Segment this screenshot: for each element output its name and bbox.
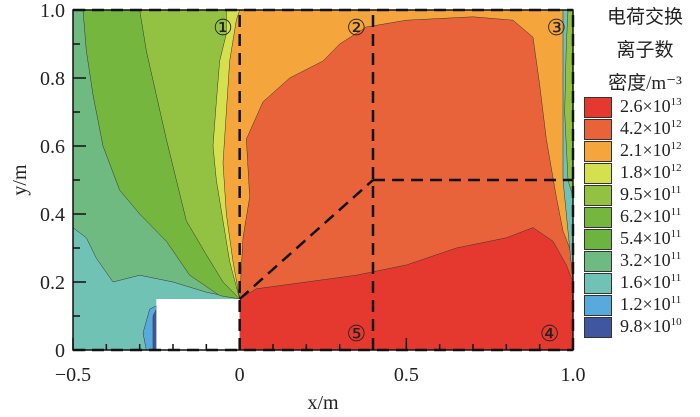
- legend-entry: 3.2×1011: [584, 250, 700, 272]
- legend-swatch: [584, 163, 612, 184]
- legend-mantissa: 4.2×10: [620, 118, 671, 138]
- contour-level-9.8e10: [152, 309, 157, 351]
- y-tick-label: 0.4: [40, 204, 65, 226]
- legend-swatch: [584, 141, 612, 162]
- legend-entry: 1.8×1012: [584, 162, 700, 184]
- legend-label: 9.5×1011: [620, 184, 681, 205]
- dashed-line-diagonal: [238, 179, 374, 300]
- x-tick-label: −0.5: [55, 364, 91, 386]
- legend-mantissa: 9.8×10: [620, 316, 671, 336]
- legend-label: 1.2×1011: [620, 294, 681, 315]
- legend-exponent: 11: [670, 294, 682, 306]
- y-tick-label: 0: [55, 340, 65, 362]
- legend-swatch: [584, 317, 612, 338]
- x-tick-label: 1.0: [561, 364, 586, 386]
- legend-entry: 1.6×1011: [584, 272, 700, 294]
- legend-mantissa: 5.4×10: [620, 228, 671, 248]
- legend-swatch: [584, 97, 612, 118]
- legend-swatch: [584, 229, 612, 250]
- x-axis-label: x/m: [307, 392, 339, 414]
- legend-entry: 2.6×1013: [584, 96, 700, 118]
- region-label-3: ③: [546, 16, 566, 41]
- legend-swatch: [584, 251, 612, 272]
- legend-label: 6.2×1011: [620, 206, 681, 227]
- solid-body-region: [156, 299, 240, 350]
- legend-exponent: 11: [670, 272, 682, 284]
- legend-entry: 5.4×1011: [584, 228, 700, 250]
- legend-mantissa: 1.6×10: [620, 272, 671, 292]
- legend-exponent: 11: [670, 184, 682, 196]
- legend-exponent: 13: [670, 96, 682, 108]
- region-label-4: ④: [540, 322, 560, 347]
- legend-mantissa: 1.8×10: [620, 162, 671, 182]
- legend-swatch: [584, 295, 612, 316]
- legend-label: 3.2×1011: [620, 250, 681, 271]
- legend-mantissa: 2.1×10: [620, 140, 671, 160]
- legend-entry: 4.2×1012: [584, 118, 700, 140]
- y-axis-label: y/m: [9, 164, 31, 196]
- legend-exponent: 11: [670, 228, 682, 240]
- legend-entry: 1.2×1011: [584, 294, 700, 316]
- legend-exponent: 11: [670, 206, 682, 218]
- legend-mantissa: 2.6×10: [620, 96, 671, 116]
- legend-entry: 9.8×1010: [584, 316, 700, 338]
- legend-label: 1.8×1012: [620, 162, 682, 183]
- legend-entry: 6.2×1011: [584, 206, 700, 228]
- legend-title-line-1: 电荷交换: [606, 7, 683, 28]
- x-tick-label: 0.5: [394, 364, 419, 386]
- legend-label: 2.6×1013: [620, 96, 682, 117]
- region-label-2: ②: [346, 16, 366, 41]
- y-tick-label: 1.0: [40, 0, 65, 22]
- legend-label: 5.4×1011: [620, 228, 681, 249]
- legend-exponent: 12: [670, 118, 682, 130]
- legend-mantissa: 1.2×10: [620, 294, 671, 314]
- y-tick-label: 0.8: [40, 68, 65, 90]
- legend-label: 4.2×1012: [620, 118, 682, 139]
- legend-title-line-3: 密度/m⁻³: [608, 73, 682, 94]
- legend-label: 2.1×1012: [620, 140, 682, 161]
- legend-swatch: [584, 185, 612, 206]
- x-tick-label: 0: [235, 364, 245, 386]
- legend-exponent: 10: [670, 316, 682, 328]
- legend-mantissa: 3.2×10: [620, 250, 671, 270]
- legend-entry: 2.1×1012: [584, 140, 700, 162]
- region-label-1: ①: [213, 16, 233, 41]
- legend-entry: 9.5×1011: [584, 184, 700, 206]
- legend-swatch: [584, 273, 612, 294]
- region-label-5: ⑤: [346, 322, 366, 347]
- legend-mantissa: 6.2×10: [620, 206, 671, 226]
- y-tick-label: 0.2: [40, 272, 65, 294]
- legend-label: 1.6×1011: [620, 272, 681, 293]
- legend-mantissa: 9.5×10: [620, 184, 671, 204]
- legend-swatch: [584, 207, 612, 228]
- legend-exponent: 12: [670, 140, 682, 152]
- legend-label: 9.8×1010: [620, 316, 682, 337]
- legend-swatch: [584, 119, 612, 140]
- legend-exponent: 11: [670, 250, 682, 262]
- legend-exponent: 12: [670, 162, 682, 174]
- legend-title-line-2: 离子数: [616, 40, 674, 61]
- y-tick-label: 0.6: [40, 136, 65, 158]
